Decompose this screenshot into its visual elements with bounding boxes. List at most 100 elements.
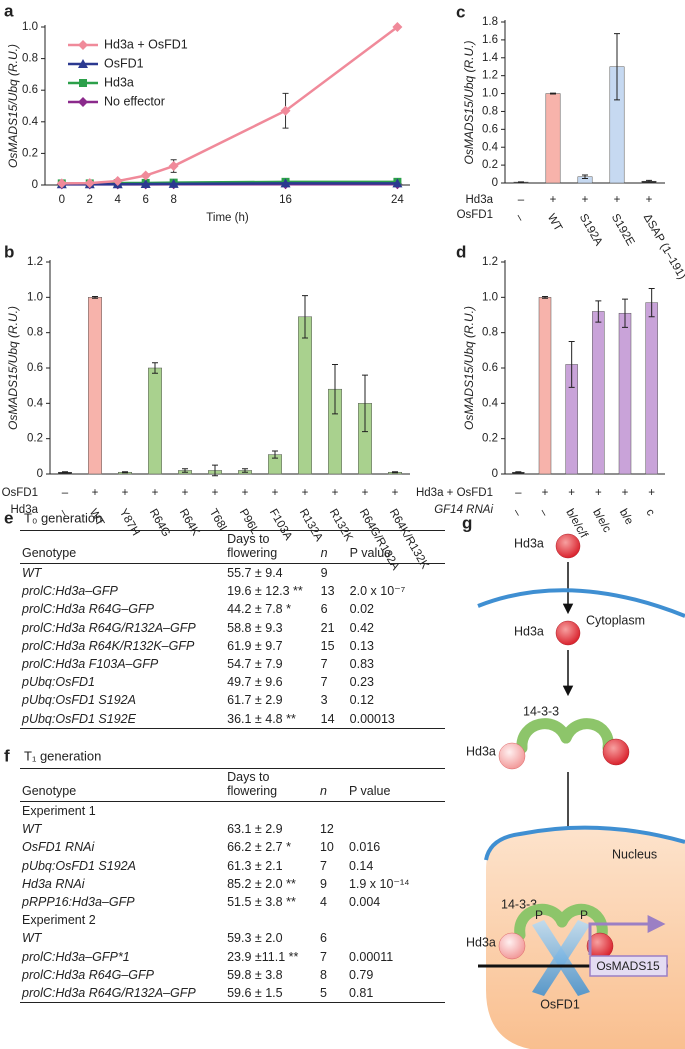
x-tick-label: –: [62, 487, 69, 499]
diagram-label: Hd3a: [466, 744, 496, 758]
mechanism-diagram: g Hd3a Cytoplasm Hd3a 14-3-3 Hd3a Nucleu…: [462, 513, 685, 1049]
error-bar: [515, 471, 522, 474]
n-cell: 9: [319, 876, 327, 891]
panel-label: a: [4, 1, 14, 20]
genotype-cell: pRPP16:Hd3a–GFP: [22, 895, 135, 910]
error-bar: [242, 468, 248, 473]
table-row: pUbq:OsFD1 S192A 61.3 ± 2.1 7 0.14: [20, 857, 445, 875]
y-tick-label: 1.0: [482, 88, 498, 100]
x-tick-label: +: [648, 487, 655, 499]
y-tick-label: 1.2: [482, 256, 498, 268]
point: [56, 178, 67, 189]
x-tick-label: +: [542, 487, 549, 499]
genotype-cell: prolC:Hd3a R64G–GFP: [22, 602, 155, 617]
x-tick-label: +: [614, 194, 621, 206]
x-tick-label: WT: [545, 212, 564, 233]
point: [78, 97, 88, 107]
x-tick-label: S192A: [577, 212, 605, 248]
row-label: GF14 RNAi: [434, 504, 493, 516]
point: [84, 178, 95, 189]
genotype-cell: pUbq:OsFD1 S192A: [22, 693, 136, 708]
table-title: T₁ generation: [24, 748, 101, 763]
x-tick-label: +: [568, 487, 575, 499]
table-row: prolC:Hd3a R64G–GFP 59.8 ± 3.8 8 0.79: [20, 966, 445, 984]
hd3a-protein: [555, 533, 581, 559]
x-tick-label: c: [643, 507, 656, 518]
point: [78, 40, 88, 50]
table-row: prolC:Hd3a F103A–GFP 54.7 ± 7.9 7 0.83: [20, 655, 445, 673]
series-line: [61, 182, 398, 186]
column-header: P value: [347, 530, 445, 564]
p-value-cell: 0.13: [349, 638, 375, 653]
x-tick-label: 2: [87, 194, 93, 206]
n-cell: 7: [320, 675, 328, 690]
days-cell: 66.2 ± 2.7 *: [227, 840, 291, 855]
panel-label: d: [456, 242, 466, 261]
table-row: prolC:Hd3a R64G–GFP 44.2 ± 7.8 * 6 0.02: [20, 600, 445, 618]
genotype-cell: pUbq:OsFD1 S192E: [22, 711, 136, 726]
x-tick-label: 24: [391, 194, 404, 206]
bar: [592, 311, 605, 475]
column-header: Days to flowering: [225, 768, 318, 802]
p-value-cell: 0.00011: [348, 949, 394, 964]
legend-label: Hd3a + OsFD1: [104, 37, 188, 51]
p-value-cell: 0.79: [348, 967, 374, 982]
days-cell: 51.5 ± 3.8 **: [227, 895, 296, 910]
p-value-cell: 0.23: [349, 675, 375, 690]
bar: [298, 316, 312, 475]
x-tick-label: +: [182, 487, 189, 499]
genotype-cell: pUbq:OsFD1: [22, 675, 95, 690]
x-tick-label: –: [537, 507, 551, 519]
table-row: pUbq:OsFD1 49.7 ± 9.6 7 0.23: [20, 673, 445, 691]
osfd1-protein: [532, 920, 590, 996]
error-bar: [518, 181, 524, 183]
table-row: Experiment 1: [20, 802, 445, 821]
error-bar: [392, 471, 398, 474]
p-value-cell: 0.12: [349, 693, 375, 708]
y-tick-label: 0.4: [482, 141, 499, 153]
y-axis-label: OsMADS15/Ubq (R.U.): [6, 44, 20, 168]
panel-label: b: [4, 242, 14, 261]
p-value-cell: 0.016: [348, 840, 381, 855]
hd3a-protein: [602, 738, 630, 766]
x-tick-label: +: [302, 487, 309, 499]
y-tick-label: 0.8: [27, 327, 43, 339]
y-tick-label: 0.4: [482, 397, 499, 409]
genotype-cell: prolC:Hd3a R64G–GFP: [22, 967, 155, 982]
days-cell: 59.3 ± 2.0: [227, 931, 283, 946]
n-cell: 7: [320, 657, 328, 672]
x-tick-label: +: [362, 487, 369, 499]
table-row: pUbq:OsFD1 S192A 61.7 ± 2.9 3 0.12: [20, 691, 445, 709]
y-tick-label: 1.6: [482, 34, 498, 46]
error-bar: [582, 174, 588, 180]
protein-14-3-3: [516, 718, 572, 754]
y-tick-label: 1.0: [22, 21, 38, 33]
n-cell: 21: [320, 620, 335, 635]
point: [112, 176, 123, 187]
n-cell: 6: [319, 931, 327, 946]
p-value-cell: 0.83: [349, 657, 375, 672]
column-header: P value: [346, 768, 445, 802]
table-row: pRPP16:Hd3a–GFP 51.5 ± 3.8 ** 4 0.004: [20, 893, 445, 911]
error-bar: [122, 471, 128, 474]
hd3a-protein: [555, 620, 581, 646]
y-tick-label: 0.6: [482, 123, 498, 135]
n-cell: 12: [319, 822, 334, 837]
genotype-cell: prolC:Hd3a R64G/R132A–GFP: [22, 620, 196, 635]
y-tick-label: 0.4: [22, 116, 39, 128]
point: [140, 179, 151, 189]
x-tick-label: +: [122, 487, 129, 499]
table-row: prolC:Hd3a R64G/R132A–GFP 59.6 ± 1.5 5 0.81: [20, 984, 445, 1003]
section-label: Experiment 1: [22, 804, 96, 818]
n-cell: 3: [320, 693, 328, 708]
bar: [538, 297, 552, 475]
table-row: prolC:Hd3a R64K/R132K–GFP 61.9 ± 9.7 15 0.1…: [20, 637, 445, 655]
days-cell: 44.2 ± 7.8 *: [227, 602, 291, 617]
days-cell: 36.1 ± 4.8 **: [227, 711, 296, 726]
row-label: Hd3a + OsFD1: [416, 487, 493, 499]
protein-14-3-3: [556, 903, 608, 941]
point: [392, 22, 403, 32]
genotype-cell: prolC:Hd3a–GFP*1: [22, 949, 130, 964]
y-tick-label: 0.2: [27, 433, 43, 445]
y-axis-label: OsMADS15/Ubq (R.U.): [6, 306, 20, 430]
